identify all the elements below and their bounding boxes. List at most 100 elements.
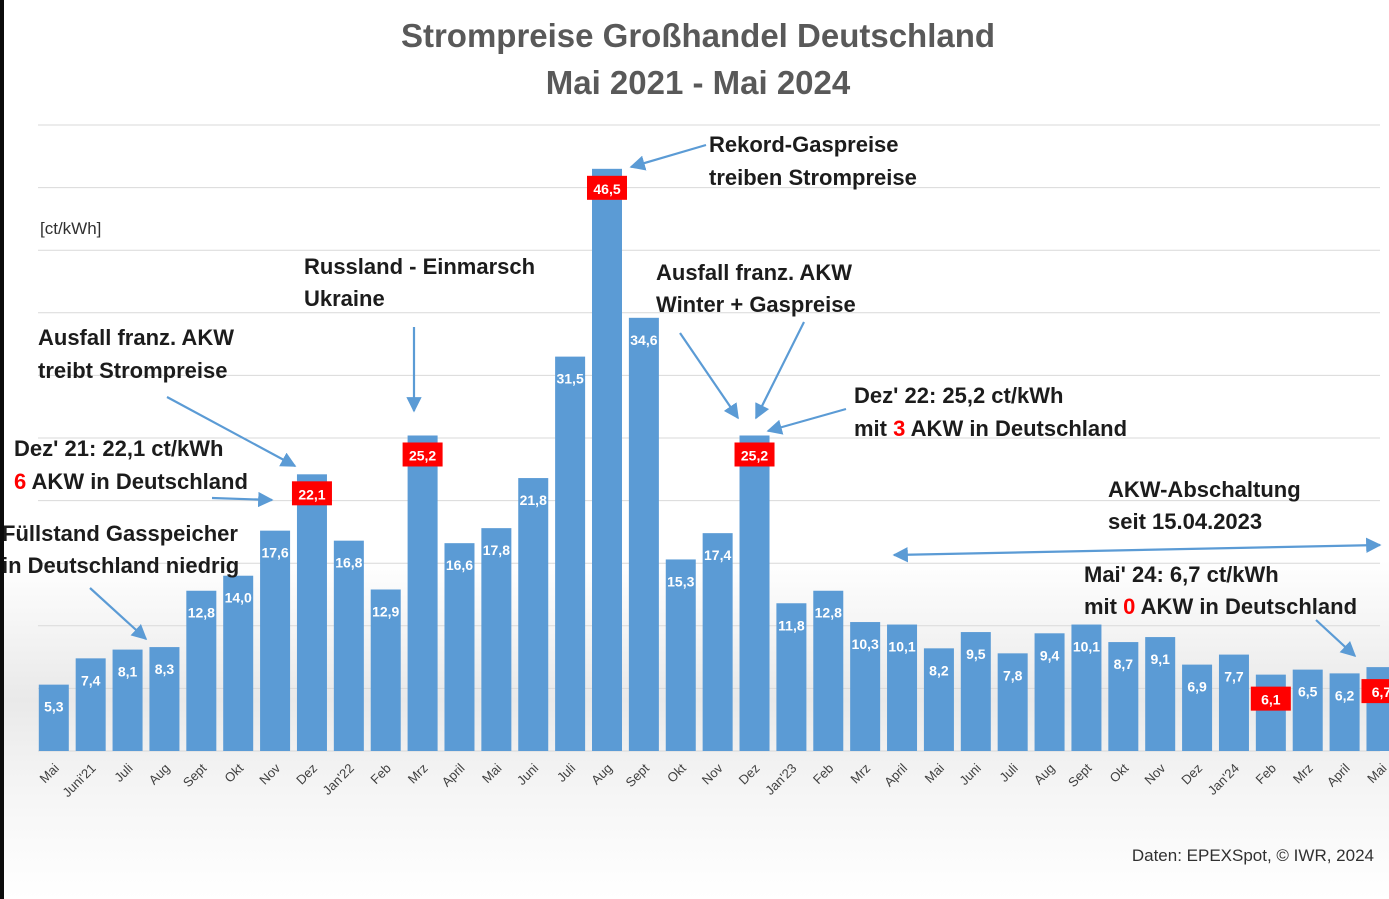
x-tick-label: Juni'21 <box>59 761 98 800</box>
value-label: 6,7 <box>1372 684 1389 700</box>
bar <box>38 684 69 751</box>
annotation-abschaltung-line2: seit 15.04.2023 <box>1108 509 1262 534</box>
bar <box>296 474 327 751</box>
annotation-russland: Russland - Einmarsch Ukraine <box>304 254 535 311</box>
value-label: 25,2 <box>409 447 436 463</box>
x-tick-label: Feb <box>1253 761 1279 787</box>
annotation-gasspeicher-line2: in Deutschland niedrig <box>4 553 239 578</box>
annotation-abschaltung: AKW-Abschaltung seit 15.04.2023 <box>1108 477 1301 534</box>
annotation-rekord-line1: Rekord-Gaspreise <box>709 132 899 157</box>
annotation-mai24-rest: AKW in Deutschland <box>1135 594 1357 619</box>
chart-title: Strompreise Großhandel Deutschland <box>401 17 995 54</box>
annotation-gasspeicher-line1: Füllstand Gasspeicher <box>4 521 238 546</box>
x-tick-label: Nov <box>1141 760 1168 787</box>
value-label: 34,6 <box>630 332 657 348</box>
value-label: 11,8 <box>778 617 805 633</box>
annotation-dez22-pre: mit <box>854 416 893 441</box>
x-tick-label: Nov <box>256 760 283 787</box>
value-label: 12,8 <box>815 605 842 621</box>
arrow-mai24 <box>1315 619 1357 658</box>
x-tick-label: Okt <box>221 760 246 785</box>
x-tick-label: Juli <box>554 760 578 784</box>
bar <box>149 647 180 751</box>
bar <box>518 478 549 751</box>
bar <box>481 528 512 751</box>
bar <box>813 590 844 751</box>
bar <box>1108 642 1139 751</box>
bar <box>1329 673 1360 751</box>
annotation-ausfall-2: Ausfall franz. AKW Winter + Gaspreise <box>656 260 856 317</box>
bar <box>223 575 254 751</box>
annotation-arrows <box>89 143 1382 658</box>
x-tick-label: Aug <box>146 761 173 788</box>
value-label: 8,7 <box>1114 656 1134 672</box>
bar <box>997 653 1028 751</box>
value-label-box <box>1361 679 1389 704</box>
value-label: 12,9 <box>372 603 399 619</box>
bar <box>702 533 733 751</box>
x-tick-label: Mai <box>36 760 61 785</box>
x-tick-label: Aug <box>588 761 615 788</box>
x-tick-label: Juli <box>111 760 135 784</box>
x-tick-label: Feb <box>810 761 836 787</box>
annotation-dez22-line1: Dez' 22: 25,2 ct/kWh <box>854 383 1063 408</box>
y-unit-label: [ct/kWh] <box>40 219 101 238</box>
value-label: 16,8 <box>335 555 362 571</box>
x-tick-label: Feb <box>367 761 393 787</box>
annotation-mai24-pre: mit <box>1084 594 1123 619</box>
value-label: 46,5 <box>593 181 620 197</box>
bar <box>407 435 438 751</box>
annotation-rekord: Rekord-Gaspreise treiben Strompreise <box>709 132 917 190</box>
chart-canvas: Strompreise Großhandel Deutschland Mai 2… <box>4 0 1389 899</box>
x-tick-label: Okt <box>1107 760 1132 785</box>
value-label: 7,8 <box>1003 667 1023 683</box>
annotation-russland-line1: Russland - Einmarsch <box>304 254 535 279</box>
x-tick-label: April <box>439 760 468 789</box>
annotation-ausfall-1-line1: Ausfall franz. AKW <box>38 325 234 350</box>
annotation-ausfall-2-line1: Ausfall franz. AKW <box>656 260 852 285</box>
annotation-ausfall-1-line2: treibt Strompreise <box>38 358 228 383</box>
annotation-dez21-line1: Dez' 21: 22,1 ct/kWh <box>14 436 223 461</box>
x-tick-label: April <box>1324 760 1353 789</box>
value-label: 6,5 <box>1298 684 1318 700</box>
x-tick-label: Mrz <box>405 761 431 787</box>
annotation-dez22-rest: AKW in Deutschland <box>905 416 1127 441</box>
bar <box>1255 674 1286 751</box>
x-tick-label: Mrz <box>1290 761 1316 787</box>
x-tick-label: Jan'22 <box>320 761 357 798</box>
value-label: 12,8 <box>188 605 215 621</box>
bar <box>1218 654 1249 751</box>
x-tick-label: Okt <box>664 760 689 785</box>
bar <box>186 590 217 751</box>
bar <box>370 589 401 751</box>
x-tick-label: Dez <box>293 761 320 788</box>
value-label: 16,6 <box>446 557 473 573</box>
annotation-rekord-line2: treiben Strompreise <box>709 165 917 190</box>
bar <box>628 317 659 751</box>
value-label: 15,3 <box>667 573 694 589</box>
value-label-box <box>734 442 775 467</box>
bar <box>1034 633 1065 751</box>
arrow-rekord <box>629 143 707 171</box>
bar <box>739 435 770 751</box>
annotation-mai24-line2: mit 0 AKW in Deutschland <box>1084 594 1357 619</box>
arrow-dez21 <box>211 491 274 508</box>
value-label: 9,1 <box>1150 651 1170 667</box>
x-tick-label: Mai <box>1364 760 1389 785</box>
annotation-gasspeicher: Füllstand Gasspeicher in Deutschland nie… <box>4 521 239 578</box>
annotation-mai24-line1: Mai' 24: 6,7 ct/kWh <box>1084 562 1279 587</box>
arrow-ausfall-1 <box>166 396 297 467</box>
value-label: 31,5 <box>556 371 583 387</box>
x-tick-label: Dez <box>1178 761 1205 788</box>
value-label: 9,5 <box>966 646 986 662</box>
value-label: 6,1 <box>1261 692 1281 708</box>
value-label: 10,3 <box>852 636 879 652</box>
value-label: 8,1 <box>118 664 138 680</box>
bar <box>444 543 475 751</box>
bar <box>665 559 696 751</box>
bar <box>923 648 954 751</box>
x-tick-label: Sept <box>1065 760 1095 790</box>
annotation-ausfall-2-line2: Winter + Gaspreise <box>656 292 856 317</box>
bar <box>887 624 918 751</box>
